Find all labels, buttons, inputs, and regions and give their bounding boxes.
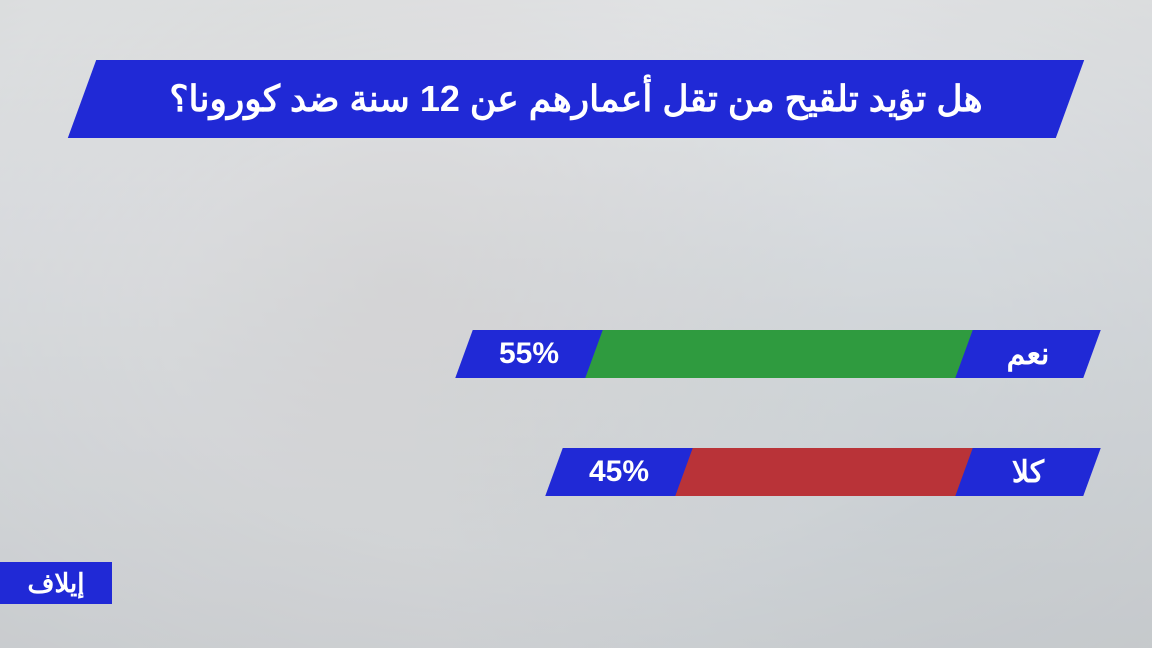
poll-row-label-text: نعم [964, 330, 1092, 378]
poll-question-text: هل تؤيد تلقيح من تقل أعمارهم عن 12 سنة ض… [82, 60, 1070, 138]
poll-row-label: كلا [955, 448, 1100, 496]
poll-row-percent-text: 45% [554, 448, 684, 496]
poll-question-banner: هل تؤيد تلقيح من تقل أعمارهم عن 12 سنة ض… [82, 60, 1070, 138]
poll-row: 55% نعم [0, 330, 1152, 378]
poll-row-label: نعم [955, 330, 1100, 378]
poll-row: 45% كلا [0, 448, 1152, 496]
poll-row-percent: 55% [456, 330, 603, 378]
poll-row-percent-text: 55% [464, 330, 594, 378]
source-tag: إيلاف [0, 562, 112, 604]
infographic-stage: هل تؤيد تلقيح من تقل أعمارهم عن 12 سنة ض… [0, 0, 1152, 648]
poll-row-label-text: كلا [964, 448, 1092, 496]
poll-row-track [170, 330, 1064, 378]
source-text: إيلاف [0, 562, 112, 604]
poll-row-percent: 45% [545, 448, 692, 496]
